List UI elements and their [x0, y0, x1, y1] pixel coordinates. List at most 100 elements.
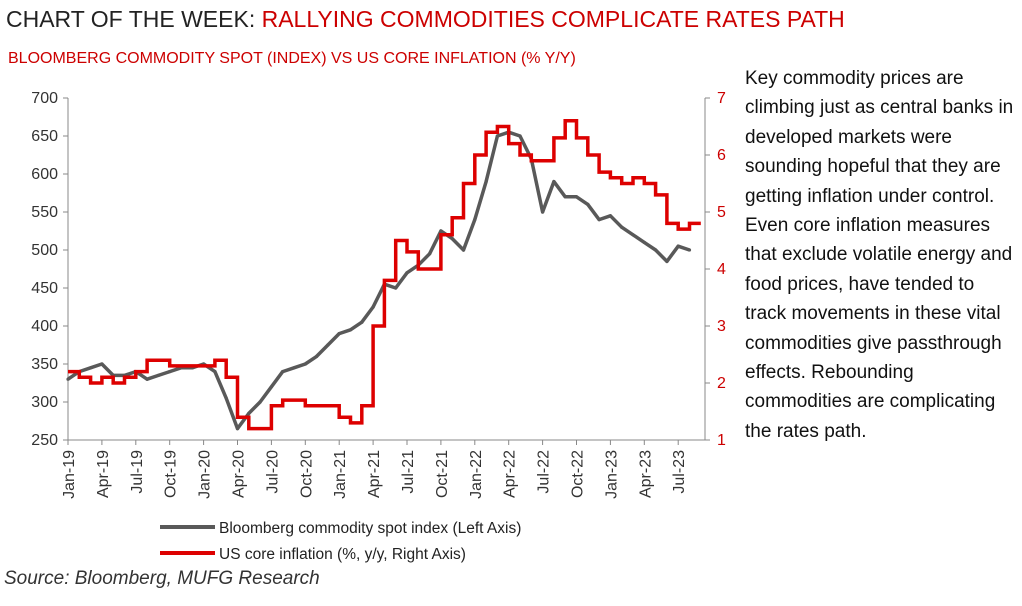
commodity-point: [687, 248, 692, 252]
commodity-point: [484, 180, 488, 184]
right-axis-tick-label: 5: [717, 204, 726, 221]
commodity-point: [258, 400, 262, 404]
left-axis-tick-label: 700: [31, 90, 58, 107]
inflation-point: [173, 364, 177, 368]
inflation-point: [467, 182, 471, 185]
inflation-point: [558, 136, 561, 140]
commodity-point: [574, 195, 579, 199]
inflation-point: [241, 415, 245, 419]
commodity-point: [326, 343, 330, 347]
inflation-point: [207, 364, 211, 368]
commodity-point: [360, 320, 364, 324]
inflation-point: [185, 364, 189, 368]
legend-label-inflation: US core inflation (%, y/y, Right Axis): [219, 546, 466, 563]
inflation-point: [693, 222, 697, 225]
commodity-point: [405, 271, 409, 275]
x-axis-tick-label: Oct-21: [434, 450, 451, 498]
commodity-point: [563, 195, 567, 199]
page-title: CHART OF THE WEEK: RALLYING COMMODITIES …: [6, 6, 845, 33]
inflation-point: [546, 159, 550, 163]
x-axis-tick-label: Jul-23: [671, 450, 688, 494]
commodity-point: [450, 237, 454, 241]
inflation-point: [332, 404, 335, 408]
inflation-point: [253, 427, 256, 430]
x-axis-tick-label: Apr-20: [231, 450, 248, 498]
commodity-point: [428, 252, 432, 256]
inflation-point: [524, 153, 528, 157]
inflation-point: [286, 398, 290, 402]
right-axis-tick-label: 2: [717, 375, 726, 392]
commodity-point: [337, 332, 341, 336]
inflation-point: [411, 250, 415, 254]
series-commodity-line: [67, 130, 691, 431]
commodity-point: [597, 218, 601, 222]
commentary-text: Key commodity prices are climbing just a…: [745, 68, 1014, 442]
inflation-point: [162, 358, 166, 362]
commodity-point: [541, 210, 545, 214]
left-axis-tick-label: 600: [31, 166, 58, 183]
commodity-point: [439, 229, 443, 233]
source-note: Source: Bloomberg, MUFG Research: [4, 568, 320, 589]
x-axis-tick-label: Oct-20: [298, 450, 315, 498]
inflation-point: [648, 182, 652, 185]
inflation-point: [354, 421, 358, 425]
commodity-point: [495, 134, 499, 138]
inflation-point: [422, 267, 426, 271]
chart-subtitle: BLOOMBERG COMMODITY SPOT (INDEX) VS US C…: [8, 50, 576, 67]
commodity-point: [461, 248, 466, 252]
commodity-point: [371, 305, 375, 309]
inflation-point: [625, 182, 629, 185]
chart: 250 300 350 400 450 500 550 600 650 700 1 2 3 4 5 6 7 Jan…: [31, 90, 726, 563]
inflation-point: [388, 279, 392, 282]
commodity-point: [552, 180, 556, 184]
commodity-point: [292, 366, 296, 370]
inflation-point: [614, 176, 618, 180]
commodity-point: [89, 366, 93, 370]
inflation-point: [603, 170, 607, 174]
right-axis-tick-label: 3: [717, 318, 726, 335]
inflation-point: [399, 239, 403, 242]
commodity-point: [145, 377, 149, 381]
commodity-point: [631, 233, 635, 237]
right-axis-tick-label: 4: [717, 261, 726, 278]
x-axis-tick-label: Jul-19: [129, 450, 146, 494]
x-axis-tick-label: Apr-23: [637, 450, 654, 498]
inflation-point: [309, 404, 313, 408]
x-axis-tick-label: Jan-21: [332, 450, 349, 499]
left-axis-tick-label: 300: [31, 394, 58, 411]
left-axis-tick-label: 650: [31, 128, 58, 145]
inflation-point: [230, 375, 234, 379]
inflation-point: [671, 222, 674, 225]
commodity-point: [247, 411, 251, 415]
inflation-point: [377, 324, 381, 328]
inflation-point: [106, 375, 109, 379]
commodity-point: [168, 370, 172, 374]
inflation-point: [151, 358, 155, 362]
title-highlight: RALLYING COMMODITIES COMPLICATE RATES PA…: [261, 6, 845, 32]
commodity-point: [654, 248, 658, 252]
commodity-point: [394, 286, 398, 290]
inflation-point: [72, 370, 76, 373]
inflation-point: [659, 193, 663, 197]
commodity-point: [608, 214, 613, 218]
inflation-point: [580, 136, 584, 140]
commodity-point: [642, 240, 646, 244]
inflation-point: [445, 233, 448, 237]
x-axis-tick-label: Apr-21: [366, 450, 383, 498]
inflation-point: [535, 159, 539, 163]
commodity-point: [665, 259, 669, 263]
commodity-point: [676, 244, 680, 248]
commodity-point: [100, 362, 104, 366]
inflation-point: [490, 130, 494, 134]
inflation-point: [275, 404, 279, 408]
commodity-point: [315, 354, 319, 358]
inflation-point: [320, 404, 324, 408]
left-axis-tick-label: 450: [31, 280, 58, 297]
left-axis-tick-label: 550: [31, 204, 58, 221]
commodity-point: [269, 385, 273, 389]
commodity-point: [348, 328, 353, 332]
inflation-point: [264, 427, 268, 430]
inflation-point: [83, 375, 87, 379]
x-axis-tick-label: Jul-22: [536, 450, 553, 494]
x-axis-tick-label: Oct-19: [163, 450, 180, 498]
